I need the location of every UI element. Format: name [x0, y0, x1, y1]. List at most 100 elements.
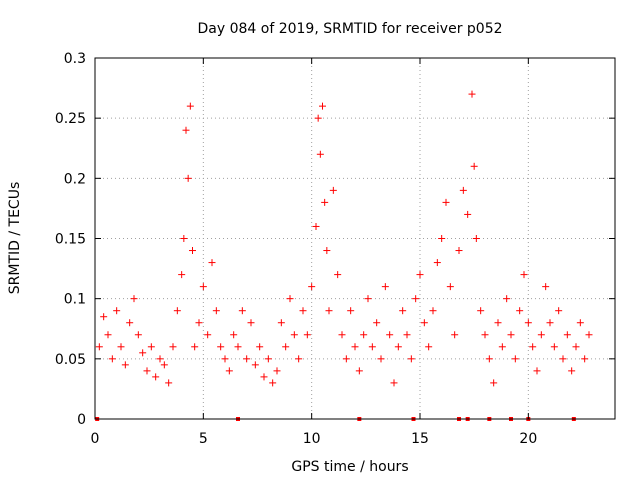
y-tick-label: 0.3 — [64, 51, 86, 67]
data-points — [95, 90, 593, 421]
data-point — [368, 343, 376, 351]
data-point — [225, 367, 233, 375]
data-point — [542, 283, 550, 291]
data-point — [576, 319, 584, 327]
data-point — [490, 379, 498, 387]
data-point — [134, 331, 142, 339]
data-point — [429, 307, 437, 315]
data-point — [173, 307, 181, 315]
data-point — [494, 319, 502, 327]
data-point — [186, 102, 194, 110]
data-point — [238, 307, 246, 315]
data-point — [325, 307, 333, 315]
data-point — [117, 343, 125, 351]
data-point — [264, 355, 272, 363]
data-point — [507, 331, 515, 339]
data-point — [342, 355, 350, 363]
data-point — [143, 367, 151, 375]
data-point — [139, 349, 147, 357]
data-point — [195, 319, 203, 327]
data-point — [208, 259, 216, 267]
data-point — [100, 313, 108, 321]
data-point — [189, 247, 196, 255]
data-point — [360, 331, 368, 339]
x-tick-label: 10 — [303, 431, 321, 447]
data-point — [269, 379, 277, 387]
data-point — [470, 162, 478, 170]
data-point — [273, 367, 281, 375]
data-point — [416, 271, 424, 279]
data-point — [321, 198, 329, 206]
data-point — [563, 331, 571, 339]
data-point — [156, 355, 164, 363]
data-point — [520, 271, 528, 279]
data-point — [364, 295, 372, 303]
data-point — [373, 319, 381, 327]
data-point — [355, 367, 363, 375]
data-point — [334, 271, 342, 279]
data-point — [559, 355, 567, 363]
data-point — [319, 102, 326, 110]
data-point — [351, 343, 359, 351]
data-point — [323, 247, 331, 255]
data-point — [113, 307, 121, 315]
data-point — [555, 307, 563, 315]
data-point — [381, 283, 389, 291]
data-point — [308, 283, 316, 291]
data-point — [425, 343, 433, 351]
y-tick-label: 0.25 — [55, 111, 86, 127]
data-point — [524, 319, 532, 327]
data-point — [178, 271, 186, 279]
x-tick-label: 0 — [91, 431, 100, 447]
data-point — [303, 331, 311, 339]
data-point — [407, 355, 415, 363]
data-point — [498, 343, 506, 351]
data-point — [568, 367, 576, 375]
data-point — [420, 319, 428, 327]
data-point — [516, 307, 524, 315]
data-point — [314, 114, 322, 122]
data-point — [468, 90, 476, 98]
x-tick-label: 15 — [411, 431, 429, 447]
x-tick-label: 5 — [199, 431, 208, 447]
data-point — [256, 343, 264, 351]
data-point — [217, 343, 225, 351]
data-point — [503, 295, 511, 303]
data-point — [316, 150, 324, 158]
data-point — [260, 373, 268, 381]
x-tick-labels: 0 5 10 15 20 — [91, 431, 538, 447]
data-point — [572, 343, 580, 351]
data-point — [130, 295, 138, 303]
data-point — [338, 331, 346, 339]
data-point — [481, 331, 489, 339]
data-point — [104, 331, 112, 339]
data-point — [147, 343, 155, 351]
data-point — [221, 355, 229, 363]
data-point — [412, 295, 420, 303]
data-point — [442, 198, 450, 206]
data-point — [184, 174, 192, 182]
data-point — [581, 355, 589, 363]
data-point — [399, 307, 407, 315]
y-tick-label: 0.1 — [64, 292, 86, 308]
data-point — [199, 283, 207, 291]
data-point — [377, 355, 385, 363]
data-point — [165, 379, 173, 387]
chart-title: Day 084 of 2019, SRMTID for receiver p05… — [197, 21, 502, 37]
data-point — [533, 367, 541, 375]
data-point — [347, 307, 355, 315]
data-point — [108, 355, 116, 363]
data-point — [546, 319, 554, 327]
data-point — [169, 343, 177, 351]
data-point — [529, 343, 537, 351]
data-point — [277, 319, 285, 327]
data-point — [295, 355, 303, 363]
y-tick-label: 0.2 — [64, 171, 86, 187]
data-point — [152, 373, 160, 381]
data-point — [446, 283, 454, 291]
x-axis-title: GPS time / hours — [291, 459, 408, 475]
data-point — [438, 235, 446, 242]
data-point — [282, 343, 290, 351]
